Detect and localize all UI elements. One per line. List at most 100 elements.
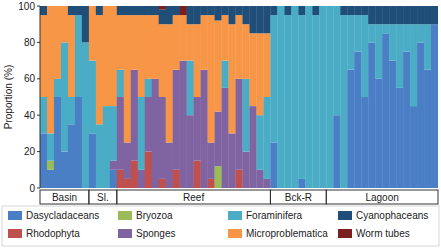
bar-segment: [54, 79, 61, 97]
bar-segment: [424, 70, 431, 188]
bar-segment: [222, 88, 229, 188]
bar-segment: [312, 6, 319, 15]
bar-segment: [270, 15, 277, 142]
bar-segment: [263, 6, 270, 33]
bar-segment: [277, 6, 284, 7]
bar-segment: [368, 6, 375, 7]
bar-segment: [242, 152, 249, 188]
legend-swatch: [8, 211, 22, 220]
legend-swatch: [228, 211, 242, 220]
bar-segment: [61, 42, 68, 151]
bar-segment: [347, 70, 354, 188]
bar-segment: [96, 124, 103, 188]
bar-segment: [131, 15, 138, 70]
bar-segment: [229, 24, 236, 133]
bar-segment: [215, 21, 222, 112]
bar-segment: [326, 6, 333, 7]
group-box: [40, 190, 89, 204]
bar-segment: [82, 42, 89, 188]
group-box: [117, 190, 271, 204]
bar-segment: [68, 6, 75, 15]
bar-segment: [375, 6, 382, 24]
bar-segment: [180, 61, 187, 188]
y-tick: [37, 188, 40, 189]
bar-segment: [229, 6, 236, 24]
legend-swatch: [228, 229, 242, 238]
bar-segment: [326, 6, 333, 7]
bar-segment: [368, 6, 375, 24]
bar-segment: [124, 6, 131, 15]
bar-segment: [389, 24, 396, 60]
bar-segment: [431, 6, 438, 24]
bar-segment: [256, 170, 263, 188]
legend-label: Dasycladaceans: [26, 210, 99, 221]
bar-segment: [68, 15, 75, 97]
bar-segment: [166, 6, 173, 24]
bar-segment: [180, 6, 187, 15]
bar-segment: [277, 6, 284, 7]
bar-segment: [124, 15, 131, 142]
bar-segment: [152, 79, 159, 188]
bar-segment: [201, 6, 208, 7]
bar-segment: [124, 6, 131, 7]
y-tick: [37, 115, 40, 116]
bar-segment: [256, 6, 263, 33]
bar-segment: [68, 124, 75, 188]
bar-segment: [333, 6, 340, 7]
bar-segment: [263, 179, 270, 188]
legend-label: Bryozoa: [136, 210, 173, 221]
bar-segment: [40, 15, 47, 97]
bar-segment: [152, 15, 159, 79]
bar-segment: [242, 79, 249, 152]
bar-segment: [417, 6, 424, 7]
bar-segment: [208, 6, 215, 15]
bar-segment: [305, 6, 312, 7]
bar-segment: [333, 6, 340, 7]
bar-segment: [89, 6, 96, 7]
bar-segment: [340, 15, 347, 188]
bar-segment: [319, 6, 326, 188]
bar-segment: [166, 143, 173, 189]
legend-label: Microproblematica: [246, 228, 328, 239]
bar-segment: [187, 24, 194, 60]
bar-segment: [61, 6, 68, 42]
bar-segment: [138, 6, 145, 15]
bar-segment: [208, 179, 215, 188]
bar-segment: [298, 179, 305, 188]
legend-swatch: [338, 229, 352, 238]
bar-segment: [82, 6, 89, 42]
bar-segment: [354, 15, 361, 51]
bar-segment: [110, 6, 117, 106]
y-tick-label: 60: [24, 73, 36, 84]
bar-segment: [382, 6, 389, 7]
bar-segment: [424, 24, 431, 69]
bar-segment: [159, 6, 166, 10]
bar-segment: [201, 70, 208, 188]
bar-segment: [242, 6, 249, 24]
bars: [40, 6, 438, 188]
bar-segment: [222, 15, 229, 61]
bar-segment: [131, 161, 138, 188]
bar-segment: [382, 33, 389, 188]
bar-segment: [382, 6, 389, 24]
bar-segment: [291, 6, 298, 7]
bar-segment: [417, 24, 424, 42]
bar-segment: [138, 6, 145, 7]
bar-segment: [159, 179, 166, 188]
bar-segment: [424, 6, 431, 24]
bar-segment: [403, 6, 410, 24]
bar-segment: [410, 6, 417, 24]
bar-segment: [270, 6, 277, 7]
legend-label: Rhodophyta: [26, 228, 80, 239]
legend-swatch: [8, 229, 22, 238]
y-tick-label: 0: [29, 183, 35, 194]
y-axis-label: Proportion (%): [3, 65, 14, 129]
bar-segment: [61, 6, 68, 7]
bar-segment: [89, 6, 96, 7]
bar-segment: [215, 112, 222, 167]
bar-segment: [187, 115, 194, 188]
bar-segment: [229, 6, 236, 7]
bar-segment: [194, 24, 201, 97]
bar-segment: [96, 15, 103, 124]
bar-segment: [375, 6, 382, 7]
